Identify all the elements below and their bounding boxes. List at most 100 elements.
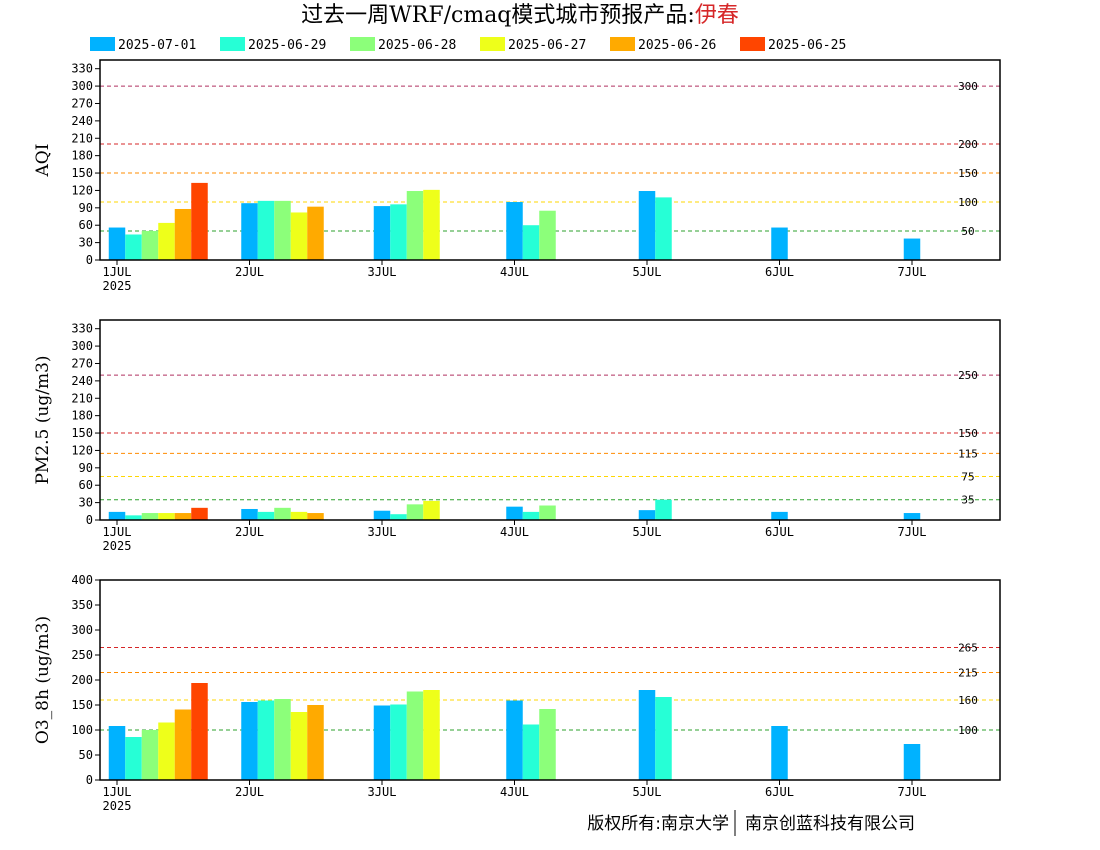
bar-6JUL-2025-07-01 xyxy=(771,511,788,520)
bar-2JUL-2025-06-26 xyxy=(307,513,324,520)
threshold-label-100: 100 xyxy=(958,724,978,737)
y-tick-label: 50 xyxy=(79,748,93,762)
x-tick-year: 2025 xyxy=(103,799,132,813)
bar-5JUL-2025-06-29 xyxy=(655,697,672,780)
x-tick-label-7JUL: 7JUL xyxy=(898,525,927,539)
bar-1JUL-2025-06-28 xyxy=(141,730,159,780)
y-tick-label: 300 xyxy=(71,339,93,353)
y-tick-label: 180 xyxy=(71,149,93,163)
chart-title-main: 过去一周WRF/cmaq模式城市预报产品: xyxy=(301,3,695,28)
bar-2JUL-2025-06-26 xyxy=(307,206,324,260)
bar-3JUL-2025-06-29 xyxy=(390,704,407,780)
bar-1JUL-2025-06-26 xyxy=(174,709,192,780)
bar-4JUL-2025-06-28 xyxy=(539,210,556,260)
x-tick-label-5JUL: 5JUL xyxy=(633,525,662,539)
bar-2JUL-2025-06-29 xyxy=(257,700,275,780)
threshold-label-200: 200 xyxy=(958,138,978,151)
x-tick-year: 2025 xyxy=(103,539,132,553)
bar-1JUL-2025-06-28 xyxy=(141,231,159,260)
bar-2JUL-2025-06-27 xyxy=(290,212,308,260)
x-tick-year: 2025 xyxy=(103,279,132,293)
x-tick-label-4JUL: 4JUL xyxy=(500,525,529,539)
x-tick-label-3JUL: 3JUL xyxy=(368,525,397,539)
threshold-label-150: 150 xyxy=(958,427,978,440)
threshold-label-150: 150 xyxy=(958,167,978,180)
bar-4JUL-2025-06-29 xyxy=(522,511,540,520)
y-tick-label: 30 xyxy=(79,236,93,250)
y-tick-label: 150 xyxy=(71,166,93,180)
y-tick-label: 30 xyxy=(79,496,93,510)
bar-4JUL-2025-07-01 xyxy=(506,506,523,520)
y-tick-label: 400 xyxy=(71,573,93,587)
y-tick-label: 200 xyxy=(71,673,93,687)
bar-5JUL-2025-06-29 xyxy=(655,197,672,260)
x-tick-label-1JUL: 1JUL xyxy=(103,525,132,539)
y-tick-label: 240 xyxy=(71,374,93,388)
chart-panels: 3002001501005003060901201501802102402703… xyxy=(33,59,1001,813)
bar-2JUL-2025-07-01 xyxy=(241,508,258,520)
x-tick-label-2JUL: 2JUL xyxy=(235,525,264,539)
legend-label-2025-06-29: 2025-06-29 xyxy=(248,38,326,53)
y-tick-label: 250 xyxy=(71,648,93,662)
bar-2JUL-2025-06-27 xyxy=(290,511,308,520)
threshold-label-215: 215 xyxy=(958,667,978,680)
legend-label-2025-06-26: 2025-06-26 xyxy=(638,38,716,53)
y-tick-label: 100 xyxy=(71,723,93,737)
x-tick-label-7JUL: 7JUL xyxy=(898,785,927,799)
legend-swatch-2025-06-27 xyxy=(480,37,505,51)
y-tick-label: 210 xyxy=(71,131,93,145)
bar-1JUL-2025-06-27 xyxy=(158,222,175,260)
bar-7JUL-2025-07-01 xyxy=(903,238,921,260)
bar-1JUL-2025-06-26 xyxy=(174,513,192,520)
y-axis-label: AQI xyxy=(33,144,53,178)
chart-panel-3: 265 215 160 100 0 50 100 150 200 250 300 350 400 1JUL… xyxy=(33,573,1001,813)
chart-title: 过去一周WRF/cmaq模式城市预报产品:伊春 xyxy=(301,3,739,28)
threshold-label-100: 100 xyxy=(958,196,978,209)
y-tick-label: 150 xyxy=(71,698,93,712)
bar-2JUL-2025-06-28 xyxy=(274,699,291,780)
bar-4JUL-2025-07-01 xyxy=(506,202,523,260)
y-tick-label: 300 xyxy=(71,623,93,637)
x-tick-label-3JUL: 3JUL xyxy=(368,785,397,799)
y-tick-label: 60 xyxy=(79,218,93,232)
bar-2JUL-2025-06-29 xyxy=(257,200,275,260)
bar-1JUL-2025-06-28 xyxy=(141,513,159,520)
y-tick-label: 120 xyxy=(71,183,93,197)
bar-7JUL-2025-07-01 xyxy=(903,744,921,780)
x-tick-label-5JUL: 5JUL xyxy=(633,785,662,799)
x-tick-label-5JUL: 5JUL xyxy=(633,265,662,279)
x-tick-label-6JUL: 6JUL xyxy=(765,785,794,799)
x-tick-label-4JUL: 4JUL xyxy=(500,265,529,279)
bar-3JUL-2025-07-01 xyxy=(373,510,391,520)
y-tick-label: 270 xyxy=(71,96,93,110)
bar-2JUL-2025-06-27 xyxy=(290,712,308,780)
bar-5JUL-2025-07-01 xyxy=(638,690,656,780)
bar-1JUL-2025-07-01 xyxy=(108,511,126,520)
legend-label-2025-06-27: 2025-06-27 xyxy=(508,38,586,53)
x-tick-label-2JUL: 2JUL xyxy=(235,785,264,799)
bar-3JUL-2025-06-28 xyxy=(406,504,424,520)
chart-panel-2: 250 150 115 75 35 0 30 60 90 120 150 180 210 240 270 30… xyxy=(33,319,1001,553)
chart-legend: 2025-07-01 2025-06-29 2025-06-28 2025-06-27… xyxy=(90,37,846,53)
threshold-label-160: 160 xyxy=(958,694,978,707)
bar-4JUL-2025-06-28 xyxy=(539,709,556,780)
bar-2JUL-2025-06-26 xyxy=(307,705,324,780)
y-tick-label: 300 xyxy=(71,79,93,93)
bar-2JUL-2025-06-28 xyxy=(274,507,291,520)
y-tick-label: 180 xyxy=(71,409,93,423)
legend-label-2025-06-28: 2025-06-28 xyxy=(378,38,456,53)
bar-4JUL-2025-06-29 xyxy=(522,724,540,780)
bar-4JUL-2025-06-29 xyxy=(522,225,540,260)
y-tick-label: 60 xyxy=(79,478,93,492)
legend-swatch-2025-07-01 xyxy=(90,37,115,51)
y-tick-label: 350 xyxy=(71,598,93,612)
x-tick-label-7JUL: 7JUL xyxy=(898,265,927,279)
y-tick-label: 120 xyxy=(71,443,93,457)
bar-1JUL-2025-06-25 xyxy=(191,182,208,260)
threshold-label-115: 115 xyxy=(958,447,978,460)
bar-2JUL-2025-07-01 xyxy=(241,702,258,780)
chart-panel-1: 300 200 150 100 50 0 30 60 90 120 150 180 210 240 270 3… xyxy=(33,59,1001,293)
x-tick-label-1JUL: 1JUL xyxy=(103,265,132,279)
threshold-label-250: 250 xyxy=(958,369,978,382)
